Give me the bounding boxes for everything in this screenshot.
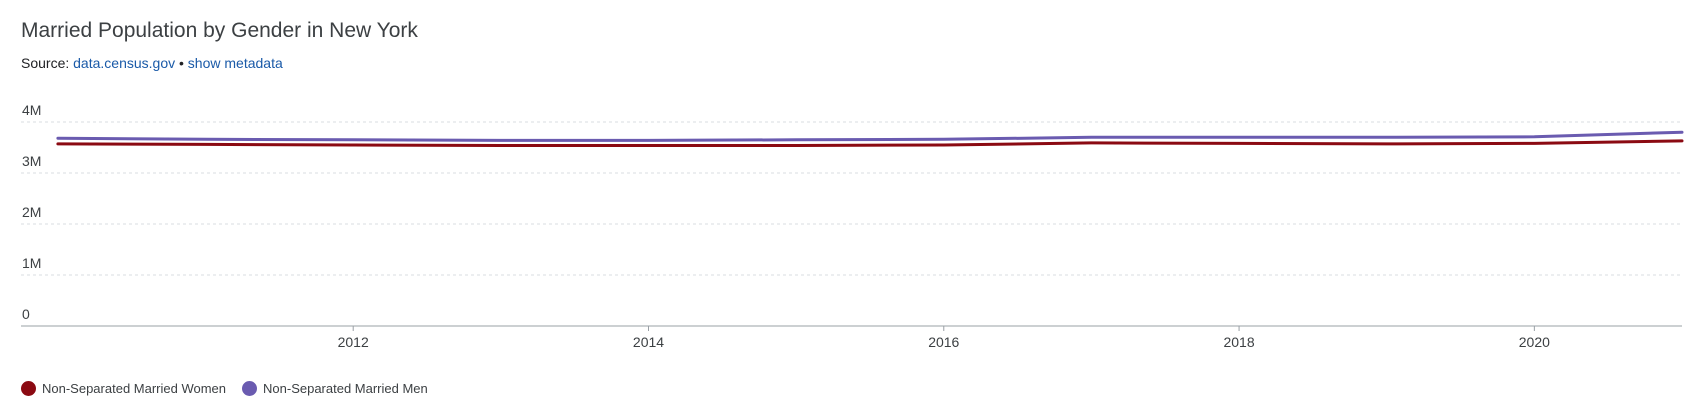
source-separator: • [179, 55, 184, 71]
x-tick-label: 2012 [338, 334, 369, 350]
legend-swatch-men [242, 381, 258, 396]
y-tick-label: 3M [22, 153, 41, 169]
series-line-men [56, 130, 1684, 142]
x-tick-label: 2016 [928, 334, 959, 350]
show-metadata-link[interactable]: show metadata [187, 55, 283, 71]
x-tick-label: 2018 [1223, 334, 1254, 350]
y-tick-label: 4M [22, 102, 41, 118]
chart-title: Married Population by Gender in New York [21, 19, 418, 42]
y-tick-label: 2M [22, 204, 41, 220]
x-tick-label: 2020 [1519, 334, 1550, 350]
legend-item-men[interactable]: Non-Separated Married Men [242, 381, 428, 396]
legend-item-women[interactable]: Non-Separated Married Women [21, 381, 226, 396]
legend-swatch-women [21, 381, 36, 396]
y-tick-label: 1M [22, 255, 41, 271]
legend-label-women: Non-Separated Married Women [42, 381, 227, 396]
source-prefix: Source: [21, 55, 70, 71]
y-tick-label: 0 [22, 306, 30, 322]
line-chart: 0 1M 2M 3M 4M 2012 2014 2016 2018 2020 [21, 102, 1684, 350]
source-link[interactable]: data.census.gov [73, 55, 176, 71]
legend-label-men: Non-Separated Married Men [263, 381, 428, 396]
series-line-women [56, 139, 1684, 147]
x-tick-label: 2014 [633, 334, 664, 350]
source-line: Source: data.census.gov • show metadata [21, 55, 283, 71]
legend: Non-Separated Married Women Non-Separate… [21, 381, 444, 396]
